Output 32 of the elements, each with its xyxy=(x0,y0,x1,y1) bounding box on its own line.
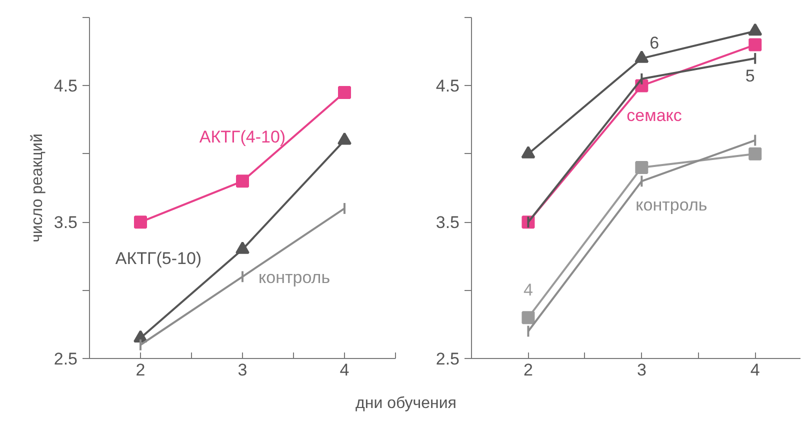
series-label: 6 xyxy=(650,33,660,52)
x-tick-label: 2 xyxy=(136,360,146,380)
series-label: 5 xyxy=(745,66,755,86)
point xyxy=(748,23,762,36)
y-axis-title: число реакций xyxy=(28,134,46,242)
point xyxy=(236,174,249,188)
y-tick-label: 2.5 xyxy=(436,350,460,368)
series-label: 4 xyxy=(523,280,533,300)
y-tick-label: 3.5 xyxy=(436,213,460,232)
x-tick-label: 2 xyxy=(523,360,533,380)
series-label: семакс xyxy=(626,106,682,126)
y-tick-label: 2.5 xyxy=(54,350,78,368)
point xyxy=(338,86,351,100)
point xyxy=(748,147,762,160)
series-label: контроль xyxy=(258,268,330,288)
point xyxy=(635,161,648,174)
point xyxy=(134,216,147,229)
series-label: контроль xyxy=(636,196,708,215)
x-tick-label: 3 xyxy=(238,360,248,380)
y-tick-label: 4.5 xyxy=(54,76,78,96)
x-axis-title: дни обучения xyxy=(356,394,456,414)
y-tick-label: 4.5 xyxy=(436,76,460,96)
point xyxy=(522,311,535,324)
y-tick-label: 3.5 xyxy=(54,213,78,232)
point xyxy=(634,50,649,63)
series-label: АКТГ(5-10) xyxy=(115,248,202,268)
x-tick-label: 3 xyxy=(636,360,646,380)
point xyxy=(748,38,762,52)
x-tick-label: 4 xyxy=(750,360,760,380)
x-tick-label: 4 xyxy=(340,360,350,380)
series-label: АКТГ(4-10) xyxy=(199,128,286,147)
point xyxy=(236,241,250,254)
